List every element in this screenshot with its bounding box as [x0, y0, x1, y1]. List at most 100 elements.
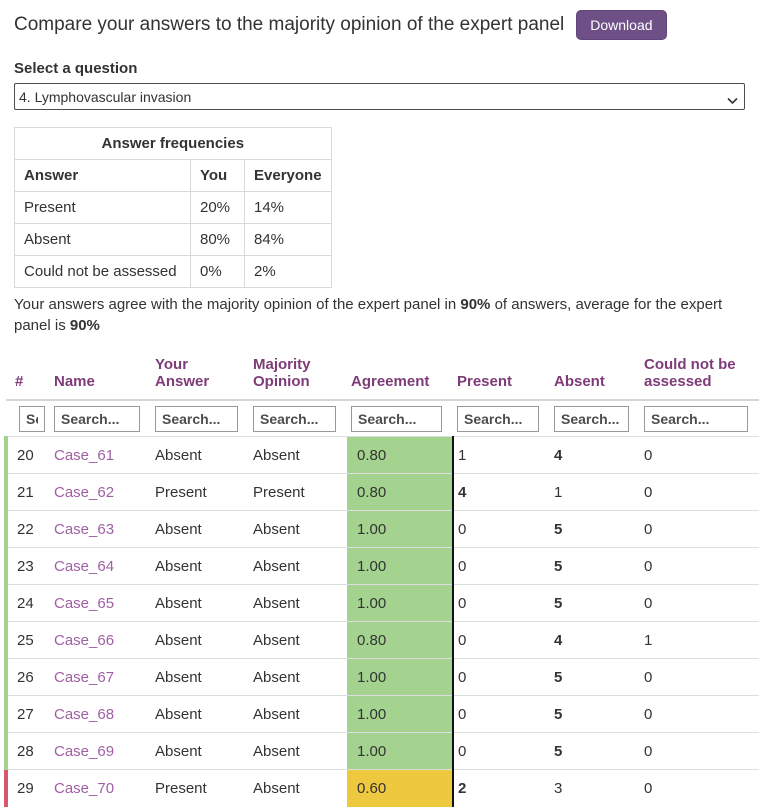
case-link[interactable]: Case_68: [54, 705, 115, 723]
row-number-cell: 26: [4, 658, 50, 696]
case-link[interactable]: Case_64: [54, 557, 115, 575]
your-answer-cell: Absent: [151, 436, 249, 474]
search-input-name[interactable]: [54, 406, 140, 432]
table-row: 26 Case_67 Absent Absent 1.00 0 5 0: [4, 658, 759, 696]
majority-opinion-cell: Absent: [249, 658, 347, 696]
search-cell-num: [6, 400, 50, 437]
row-number-cell: 27: [4, 695, 50, 733]
column-header-num[interactable]: #: [6, 352, 50, 401]
agreement-cell: 0.80: [347, 473, 454, 511]
question-select[interactable]: 4. Lymphovascular invasion: [14, 83, 745, 110]
agreement-cell: 0.60: [347, 769, 454, 807]
download-button[interactable]: Download: [576, 10, 667, 40]
could-not-be-assessed-count-cell: 0: [640, 510, 759, 548]
present-count-cell: 0: [453, 547, 550, 585]
search-cell-could_not_be_assessed: [640, 400, 759, 437]
absent-count-cell: 1: [550, 473, 640, 511]
search-row: [6, 400, 759, 437]
could-not-be-assessed-count-cell: 0: [640, 473, 759, 511]
answer-frequencies-table: Answer frequencies Answer You Everyone Pre…: [14, 127, 332, 288]
absent-count-cell: 5: [550, 658, 640, 696]
search-input-present[interactable]: [457, 406, 539, 432]
row-number-cell: 20: [4, 436, 50, 474]
your-answer-cell: Absent: [151, 732, 249, 770]
column-header-could_not_be_assessed[interactable]: Could not be assessed: [640, 352, 759, 401]
absent-count-cell: 5: [550, 732, 640, 770]
summary-prefix: Your answers agree with the majority opi…: [14, 296, 461, 313]
table-row: 25 Case_66 Absent Absent 0.80 0 4 1: [4, 621, 759, 659]
case-name-cell: Case_67: [50, 658, 151, 696]
case-link[interactable]: Case_61: [54, 446, 115, 464]
summary-your-percent: 90%: [460, 296, 491, 313]
column-header-present[interactable]: Present: [453, 352, 550, 401]
table-row: 20 Case_61 Absent Absent 0.80 1 4 0: [4, 436, 759, 474]
case-name-cell: Case_70: [50, 770, 151, 807]
majority-opinion-cell: Absent: [249, 436, 347, 474]
freq-cell: Present: [14, 191, 191, 224]
summary-panel-percent: 90%: [69, 317, 100, 334]
case-link[interactable]: Case_67: [54, 668, 115, 686]
case-link[interactable]: Case_69: [54, 742, 115, 760]
row-number-cell: 24: [4, 584, 50, 622]
cases-table: # Name Your Answer Majority Opinion Agreemen…: [4, 352, 759, 807]
absent-count-cell: 3: [554, 779, 563, 797]
could-not-be-assessed-count-cell: 0: [640, 547, 759, 585]
case-link[interactable]: Case_63: [54, 520, 115, 538]
cases-header-row: # Name Your Answer Majority Opinion Agreemen…: [6, 352, 759, 401]
freq-row: Could not be assessed 0% 2%: [14, 255, 332, 288]
column-header-absent[interactable]: Absent: [550, 352, 640, 401]
majority-opinion-cell: Present: [249, 473, 347, 511]
row-number-cell: 23: [4, 547, 50, 585]
your-answer-cell: Absent: [151, 695, 249, 733]
case-link[interactable]: Case_62: [54, 483, 115, 501]
table-row: 22 Case_63 Absent Absent 1.00 0 5 0: [4, 510, 759, 548]
could-not-be-assessed-count-cell: 0: [640, 732, 759, 770]
agreement-cell: 1.00: [347, 547, 454, 585]
case-name-cell: Case_65: [50, 584, 151, 622]
could-not-be-assessed-count-cell: 0: [640, 436, 759, 474]
search-input-absent[interactable]: [554, 406, 629, 432]
your-answer-cell: Absent: [151, 621, 249, 659]
case-name-cell: Case_62: [50, 473, 151, 511]
agreement-cell: 1.00: [347, 732, 454, 770]
case-link[interactable]: Case_65: [54, 594, 115, 612]
table-row: 23 Case_64 Absent Absent 1.00 0 5 0: [4, 547, 759, 585]
column-header-majority_opinion[interactable]: Majority Opinion: [249, 352, 347, 401]
freq-column-header: You: [190, 159, 245, 192]
majority-opinion-cell: Absent: [249, 621, 347, 659]
question-select-label: Select a question: [14, 60, 138, 77]
column-header-agreement[interactable]: Agreement: [347, 352, 453, 401]
freq-cell: 0%: [190, 255, 245, 288]
row-number-cell: 25: [4, 621, 50, 659]
table-row: 21 Case_62 Present Present 0.80 4 1 0: [4, 473, 759, 511]
search-input-could_not_be_assessed[interactable]: [644, 406, 748, 432]
table-row: 27 Case_68 Absent Absent 1.00 0 5 0: [4, 695, 759, 733]
freq-row: Present 20% 14%: [14, 191, 332, 224]
absent-count-cell: 5: [550, 510, 640, 548]
could-not-be-assessed-count-cell: 0: [640, 695, 759, 733]
freq-cell: Absent: [14, 223, 191, 256]
freq-cell: 20%: [190, 191, 245, 224]
could-not-be-assessed-count-cell: 1: [640, 621, 759, 659]
freq-cell: Could not be assessed: [14, 255, 191, 288]
case-name-cell: Case_63: [50, 510, 151, 548]
your-answer-cell: Present: [151, 473, 249, 511]
case-link[interactable]: Case_70: [54, 779, 115, 797]
search-input-your_answer[interactable]: [155, 406, 238, 432]
search-input-num[interactable]: [19, 406, 45, 432]
column-header-name[interactable]: Name: [50, 352, 151, 401]
your-answer-cell: Absent: [151, 658, 249, 696]
agreement-cell: 1.00: [347, 658, 454, 696]
case-name-cell: Case_64: [50, 547, 151, 585]
present-count-cell: 1: [453, 436, 550, 474]
search-input-majority_opinion[interactable]: [253, 406, 336, 432]
your-answer-cell: Present: [155, 779, 207, 797]
absent-count-cell: 5: [550, 584, 640, 622]
search-input-agreement[interactable]: [351, 406, 442, 432]
question-select-wrap: 4. Lymphovascular invasion: [14, 83, 745, 110]
present-count-cell: 0: [453, 584, 550, 622]
case-link[interactable]: Case_66: [54, 631, 115, 649]
table-row: 24 Case_65 Absent Absent 1.00 0 5 0: [4, 584, 759, 622]
column-header-your_answer[interactable]: Your Answer: [151, 352, 249, 401]
case-name-cell: Case_61: [50, 436, 151, 474]
